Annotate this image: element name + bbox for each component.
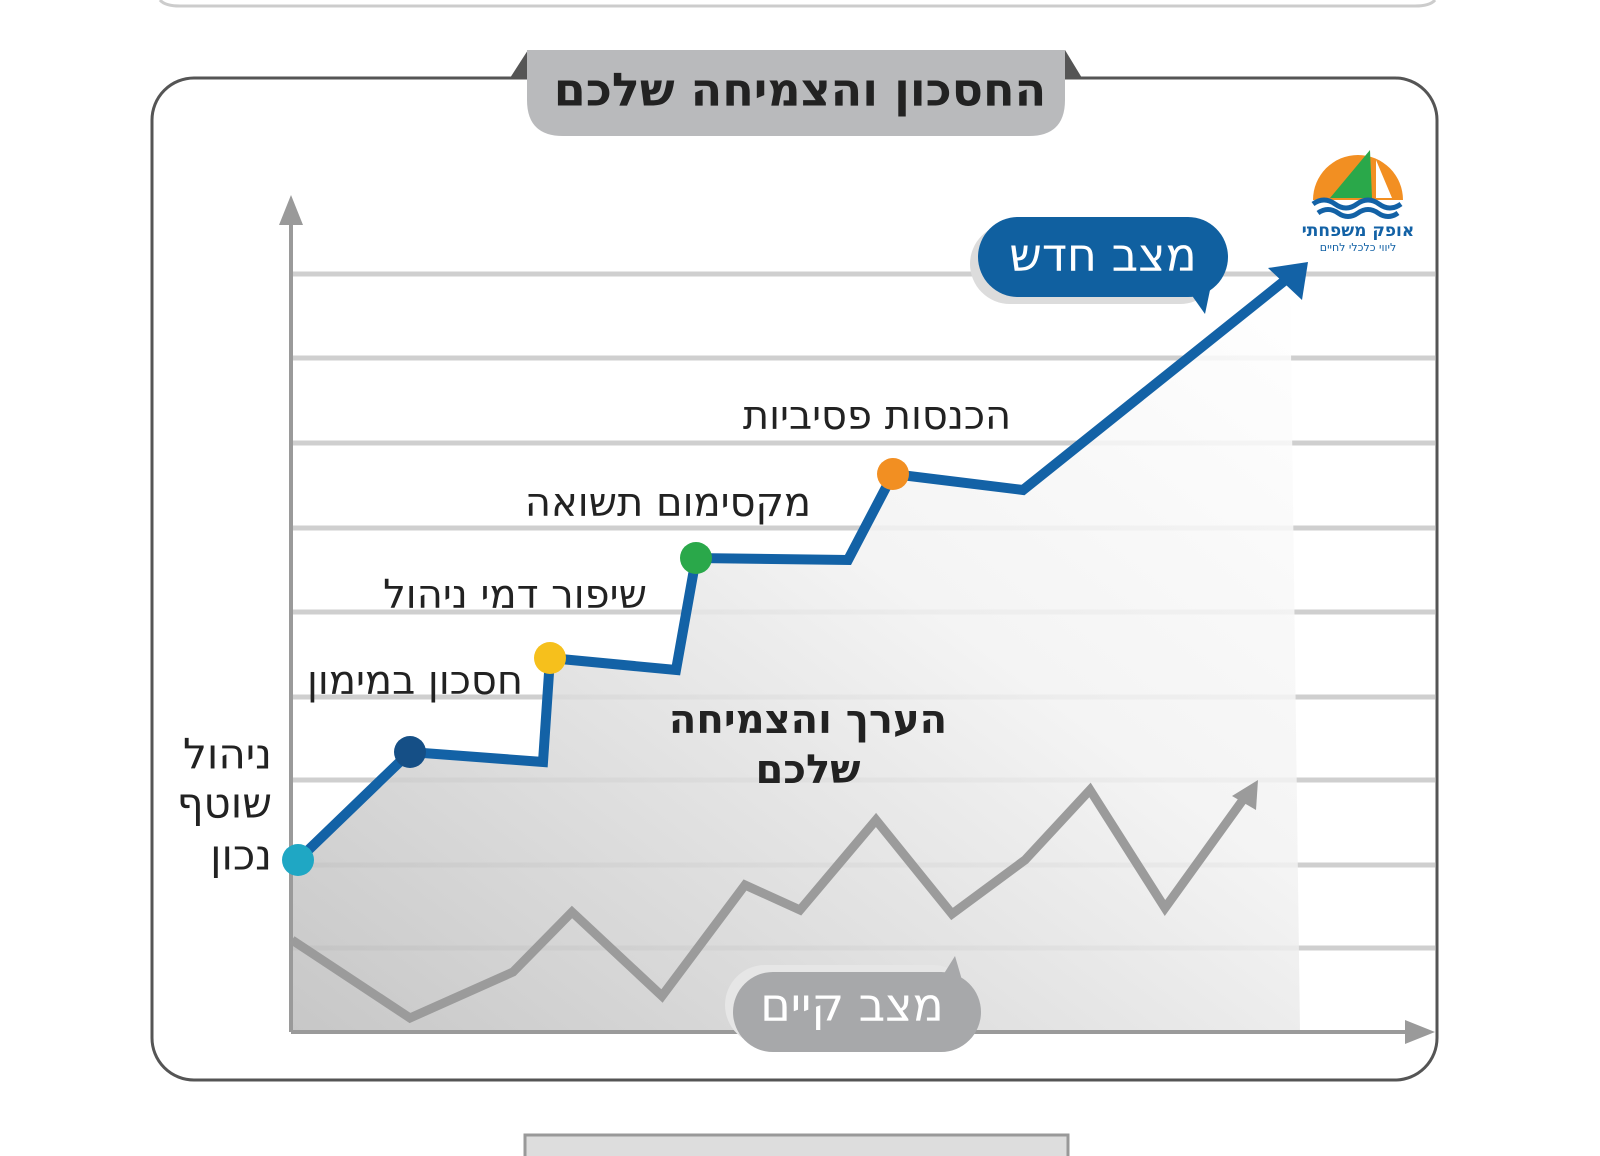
current-line xyxy=(289,782,1254,1024)
tab-corner xyxy=(1065,50,1082,78)
start-label-line: ניהול xyxy=(183,730,272,779)
title-tab xyxy=(527,50,1065,136)
milestone: מקסימום תשואה xyxy=(525,480,811,526)
callout-text: מצב קיים xyxy=(760,978,943,1032)
dot xyxy=(394,736,426,768)
logo-name: אופק משפחתי xyxy=(1302,221,1415,241)
callout-tail xyxy=(940,956,962,980)
milestone: הכנסות פסיביות xyxy=(743,393,1011,439)
bottom-box-edge xyxy=(523,1133,1070,1156)
tab-corner xyxy=(510,50,528,78)
milestone: חסכון במימון xyxy=(307,658,523,704)
callout-text: מצב חדש xyxy=(1009,228,1197,282)
milestone-labels: חסכון במימון שיפור דמי ניהול מקסימום תשו… xyxy=(307,393,1011,704)
top-box-edge xyxy=(158,0,1437,8)
start-label-line: שוטף xyxy=(177,779,272,828)
dot xyxy=(877,458,909,490)
center-label-line: שלכם xyxy=(755,747,860,793)
dot xyxy=(534,642,566,674)
callout-new xyxy=(978,217,1228,297)
start-label: ניהול שוטף נכון xyxy=(177,730,272,880)
title: החסכון והצמיחה שלכם xyxy=(554,63,1046,117)
dot xyxy=(282,844,314,876)
logo-tagline: ליווי כלכלי לחיים xyxy=(1320,241,1396,254)
dot xyxy=(680,542,712,574)
callout-current xyxy=(733,972,981,1052)
callout-tail xyxy=(1188,290,1210,314)
current-arrowhead xyxy=(1232,780,1258,810)
milestone: שיפור דמי ניהול xyxy=(383,572,647,618)
start-label-line: נכון xyxy=(210,831,272,880)
growth-area xyxy=(291,275,1300,1032)
new-arrowhead xyxy=(1268,262,1308,300)
center-label-line: הערך והצמיחה xyxy=(669,697,947,743)
logo: אופק משפחתי ליווי כלכלי לחיים xyxy=(1302,150,1415,254)
center-label: הערך והצמיחה שלכם xyxy=(669,697,947,793)
new-line xyxy=(294,274,1292,864)
